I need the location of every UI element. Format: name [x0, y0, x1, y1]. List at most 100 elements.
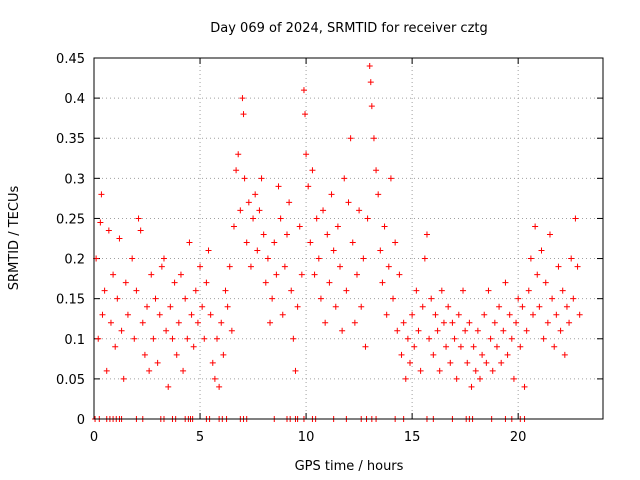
data-point: [423, 231, 430, 238]
data-point: [315, 255, 322, 262]
x-tick-label: 15: [404, 430, 421, 445]
data-point: [328, 191, 335, 198]
data-point: [294, 303, 301, 310]
data-point: [303, 151, 310, 158]
data-point: [447, 359, 454, 366]
data-point: [182, 295, 189, 302]
y-tick-label: 0: [77, 413, 85, 428]
data-point: [230, 223, 237, 230]
data-point: [566, 319, 573, 326]
y-tick-label: 0.3: [64, 172, 85, 187]
data-point: [540, 335, 547, 342]
data-point: [411, 343, 418, 350]
data-point: [339, 327, 346, 334]
data-point: [419, 303, 426, 310]
data-point: [356, 207, 363, 214]
data-point: [383, 311, 390, 318]
data-point: [330, 247, 337, 254]
data-point: [300, 87, 307, 94]
data-point: [254, 247, 261, 254]
data-point: [387, 175, 394, 182]
data-point: [233, 167, 240, 174]
data-point: [124, 311, 131, 318]
data-point: [474, 327, 481, 334]
data-point: [154, 359, 161, 366]
data-point: [337, 263, 344, 270]
data-point: [235, 151, 242, 158]
data-point: [122, 279, 129, 286]
data-point: [345, 199, 352, 206]
data-point: [451, 335, 458, 342]
data-point: [426, 335, 433, 342]
data-point: [267, 319, 274, 326]
data-point: [364, 215, 371, 222]
data-point: [436, 367, 443, 374]
data-point: [224, 303, 231, 310]
data-point: [472, 367, 479, 374]
data-point: [462, 327, 469, 334]
data-point: [241, 175, 248, 182]
data-point: [521, 383, 528, 390]
data-point: [317, 295, 324, 302]
data-point: [186, 239, 193, 246]
data-point: [95, 335, 102, 342]
data-point: [292, 367, 299, 374]
data-point: [283, 231, 290, 238]
data-point: [163, 327, 170, 334]
data-point: [99, 311, 106, 318]
data-point: [116, 235, 123, 242]
data-point: [421, 255, 428, 262]
data-point: [351, 319, 358, 326]
data-point: [375, 191, 382, 198]
data-point: [194, 319, 201, 326]
data-point: [146, 367, 153, 374]
data-point: [133, 287, 140, 294]
data-point: [358, 303, 365, 310]
data-point: [404, 335, 411, 342]
data-point: [309, 167, 316, 174]
data-point: [112, 343, 119, 350]
data-point: [385, 263, 392, 270]
data-point: [290, 335, 297, 342]
y-tick-label: 0.05: [56, 373, 85, 388]
data-point: [559, 287, 566, 294]
data-point: [460, 287, 467, 294]
data-point: [171, 279, 178, 286]
data-point: [563, 303, 570, 310]
data-point: [101, 287, 108, 294]
data-point: [530, 311, 537, 318]
y-tick-label: 0.1: [64, 333, 85, 348]
data-point: [343, 287, 350, 294]
data-point: [502, 279, 509, 286]
data-point: [498, 359, 505, 366]
data-point: [135, 215, 142, 222]
data-point: [165, 383, 172, 390]
data-point: [137, 227, 144, 234]
data-point: [534, 271, 541, 278]
data-point: [311, 271, 318, 278]
data-point: [326, 279, 333, 286]
data-point: [218, 319, 225, 326]
data-point: [523, 327, 530, 334]
data-points: [92, 63, 583, 422]
data-point: [525, 287, 532, 294]
data-point: [508, 335, 515, 342]
data-point: [466, 319, 473, 326]
data-point: [120, 375, 127, 382]
data-point: [158, 263, 165, 270]
data-point: [175, 319, 182, 326]
data-point: [228, 327, 235, 334]
data-point: [256, 207, 263, 214]
data-point: [220, 351, 227, 358]
data-point: [417, 367, 424, 374]
data-point: [243, 239, 250, 246]
data-point: [409, 311, 416, 318]
data-point: [510, 375, 517, 382]
data-point: [156, 311, 163, 318]
data-point: [216, 383, 223, 390]
data-point: [305, 183, 312, 190]
data-point: [160, 255, 167, 262]
data-point: [240, 111, 247, 118]
data-point: [398, 351, 405, 358]
data-point: [139, 319, 146, 326]
